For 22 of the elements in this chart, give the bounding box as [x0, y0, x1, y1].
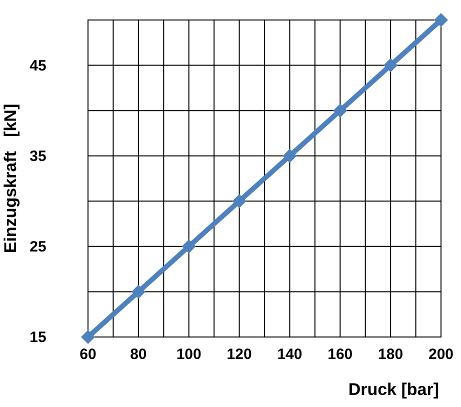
point	[434, 13, 448, 27]
x-tick-label: 60	[80, 346, 96, 363]
x-tick-label: 80	[130, 346, 147, 363]
point	[384, 58, 398, 72]
y-tick-label: 25	[30, 238, 46, 256]
y-tick-label: 15	[30, 329, 46, 346]
point	[333, 104, 348, 118]
x-tick-label: 180	[378, 346, 404, 363]
y-axis-title: Einzugskraft [kN]	[1, 104, 20, 254]
x-tick-label: 140	[277, 346, 302, 363]
x-axis-title: Druck [bar]	[348, 380, 439, 399]
x-tick-label: 120	[226, 346, 252, 363]
point	[282, 148, 297, 163]
point	[81, 330, 95, 344]
y-tick-label: 35	[30, 148, 46, 165]
y-tick-label: 45	[30, 57, 46, 74]
x-tick-label: 100	[176, 346, 202, 363]
point	[182, 239, 196, 254]
point	[232, 194, 246, 208]
point	[131, 284, 146, 299]
x-tick-label: 200	[428, 346, 454, 363]
x-tick-label: 160	[328, 346, 353, 363]
